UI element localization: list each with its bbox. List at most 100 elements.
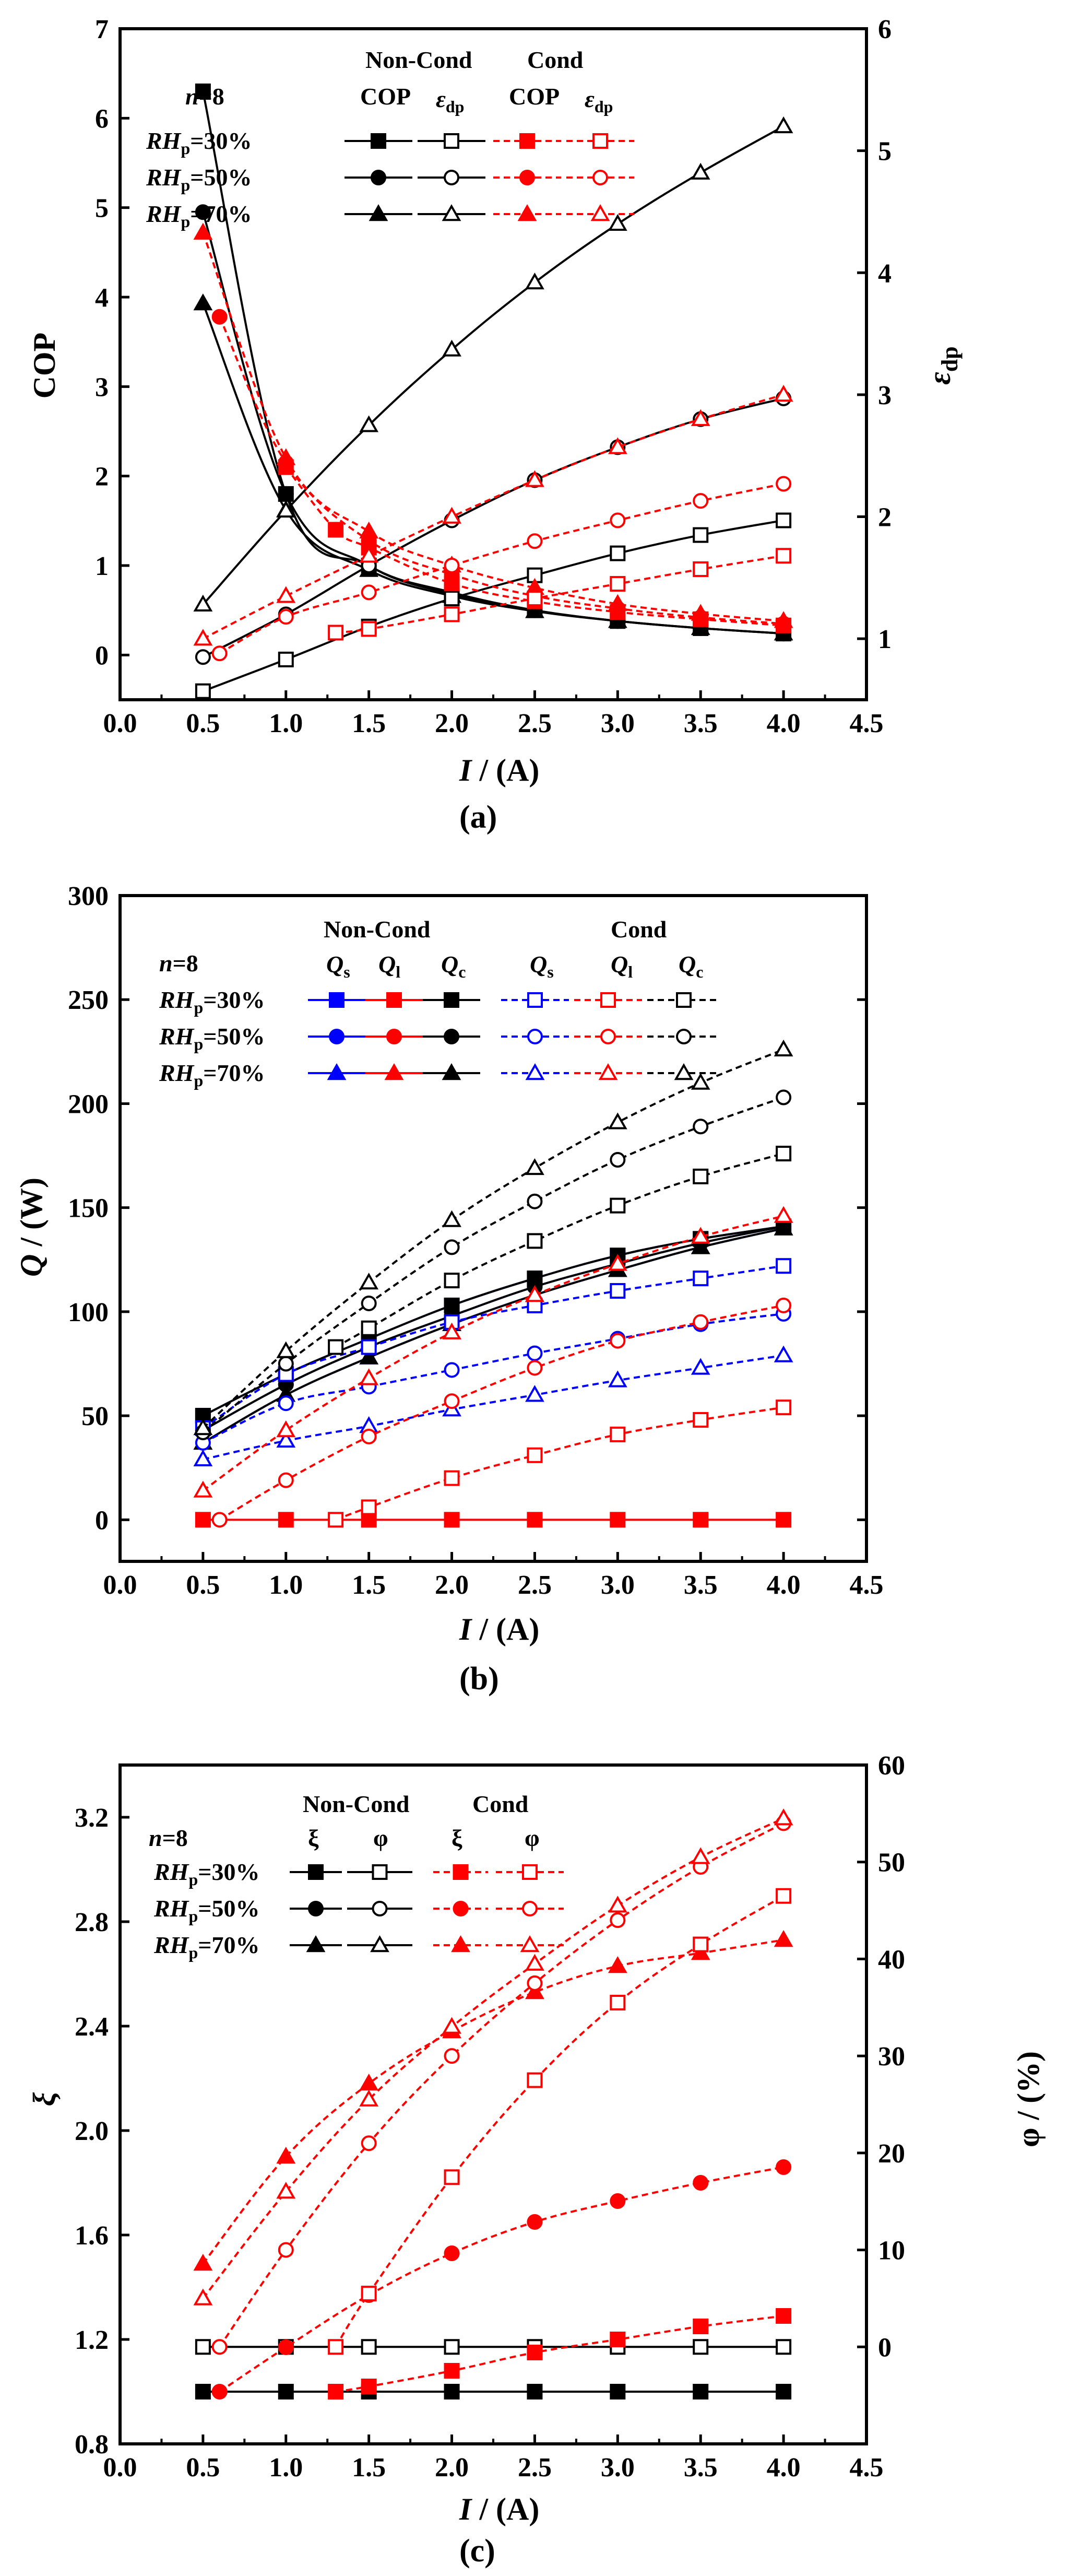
- legend-marker: [674, 1063, 694, 1080]
- y-tick-label-left: 100: [68, 1298, 109, 1327]
- data-point: [278, 2384, 294, 2399]
- data-point: [361, 1339, 377, 1355]
- data-point: [359, 1368, 379, 1385]
- y-tick-label-left: 1.6: [75, 2221, 109, 2251]
- data-point: [776, 1297, 792, 1313]
- y-tick-label-left: 2.8: [75, 1908, 109, 1937]
- xlabel-b: I / (A): [459, 1612, 539, 1646]
- legend-marker: [592, 133, 608, 149]
- data-point: [278, 486, 294, 502]
- data-point: [610, 576, 626, 592]
- data-point: [193, 222, 213, 240]
- data-point: [776, 1888, 792, 1904]
- data-point: [527, 1193, 543, 1209]
- x-tick-label: 2.5: [518, 709, 552, 738]
- data-point: [693, 1412, 709, 1428]
- data-point: [608, 594, 627, 611]
- y-tick-label-left: 0: [95, 641, 109, 671]
- data-point: [776, 1258, 792, 1274]
- y-tick-label-right: 50: [878, 1848, 905, 1878]
- x-tick-label: 4.5: [850, 1570, 884, 1600]
- data-point: [328, 2339, 344, 2355]
- data-point: [193, 2254, 213, 2271]
- data-point: [444, 1393, 460, 1409]
- data-point: [693, 1512, 709, 1528]
- series-line: [335, 2315, 784, 2393]
- data-point: [444, 2384, 460, 2399]
- data-point: [693, 2319, 709, 2334]
- x-tick-label: 0.0: [103, 709, 137, 738]
- x-tick-label: 1.5: [352, 2453, 386, 2483]
- legend-c-head-cond: Cond: [472, 1791, 529, 1817]
- legend-a-samples: [345, 133, 634, 221]
- legend-c-row3: RHp=70%: [153, 1932, 259, 1962]
- legend-b-row2: RHp=50%: [159, 1023, 265, 1053]
- legend-marker: [369, 204, 388, 221]
- data-point: [444, 2245, 460, 2261]
- data-point: [276, 1430, 296, 1448]
- data-point: [776, 512, 792, 528]
- data-point: [610, 1512, 626, 1528]
- legend-marker: [519, 170, 535, 185]
- data-point: [693, 2384, 709, 2399]
- data-point: [328, 522, 344, 538]
- legend-marker: [522, 1901, 538, 1916]
- y-tick-label-right: 4: [878, 258, 892, 288]
- legend-marker: [442, 1063, 461, 1080]
- y-tick-label-right: 1: [878, 625, 892, 654]
- legend-marker: [453, 1864, 469, 1880]
- data-point: [276, 448, 296, 465]
- series-line: [202, 1096, 784, 1433]
- data-point: [193, 2288, 213, 2306]
- data-point: [691, 1073, 710, 1090]
- data-point: [359, 415, 379, 432]
- data-point: [527, 1975, 543, 1991]
- series-line: [202, 1265, 784, 1429]
- data-point: [608, 214, 627, 231]
- series-line: [202, 1817, 784, 2299]
- data-point: [608, 1370, 627, 1387]
- panel-label-c: (c): [459, 2533, 495, 2569]
- data-point: [525, 470, 544, 487]
- data-point: [211, 645, 228, 662]
- series-c: [193, 1808, 793, 2399]
- legend-a: Non-Cond Cond n=8 COP εdp COP εdp RHp=30…: [146, 46, 634, 231]
- y-tick-label-left: 7: [95, 15, 109, 44]
- data-point: [691, 1358, 710, 1375]
- legend-b-sub-qs2: Qs: [530, 951, 554, 981]
- y-tick-label-right: 3: [878, 381, 892, 410]
- y-tick-label-left: 2.0: [75, 2116, 109, 2146]
- data-point: [525, 1285, 544, 1302]
- data-point: [211, 309, 228, 325]
- y-tick-label-left: 0.8: [75, 2430, 109, 2460]
- data-point: [361, 1320, 377, 1336]
- legend-a-head-noncond: Non-Cond: [365, 46, 472, 73]
- data-point: [610, 1995, 626, 2010]
- data-point: [361, 584, 377, 601]
- data-point: [691, 1227, 710, 1244]
- data-point: [691, 1847, 710, 1864]
- legend-marker: [590, 204, 610, 221]
- x-tick-label: 0.5: [186, 1570, 220, 1600]
- data-point: [195, 83, 211, 99]
- legend-b-row3: RHp=70%: [159, 1060, 265, 1090]
- x-tick-label: 4.0: [767, 1570, 801, 1600]
- legend-a-row3: RHp=70%: [146, 201, 252, 231]
- legend-c-sub-phi1: φ: [373, 1825, 388, 1851]
- data-point: [195, 649, 211, 665]
- series-a: [193, 83, 793, 699]
- data-point: [527, 2384, 543, 2399]
- data-point: [361, 2379, 377, 2394]
- x-tick-label: 0.0: [103, 2453, 137, 2483]
- legend-marker: [517, 204, 537, 221]
- x-tick-label: 0.5: [186, 2453, 220, 2483]
- data-point: [776, 1512, 792, 1528]
- data-point: [693, 2339, 709, 2355]
- data-point: [693, 2175, 709, 2191]
- data-point: [444, 2339, 460, 2355]
- data-point: [691, 162, 710, 180]
- data-point: [359, 546, 379, 563]
- data-point: [442, 1210, 461, 1227]
- y-tick-label-right: 6: [878, 15, 892, 44]
